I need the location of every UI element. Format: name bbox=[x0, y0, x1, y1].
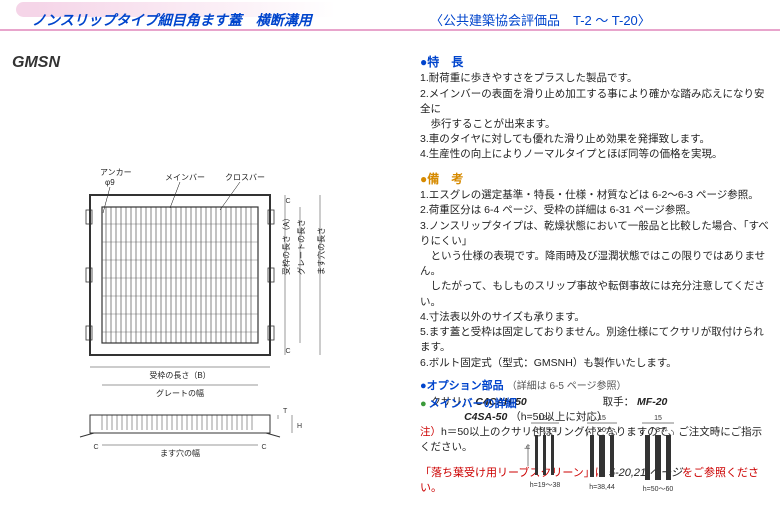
technical-drawing: アンカー φ9 メインバー クロスバー bbox=[70, 160, 410, 470]
svg-text:アンカー: アンカー bbox=[100, 168, 132, 177]
note-item: 6.ボルト固定式（型式：GMSNH）も製作いたします。 bbox=[420, 356, 770, 371]
svg-text:3 9.5 3: 3 9.5 3 bbox=[534, 427, 556, 434]
svg-text:C: C bbox=[93, 444, 98, 451]
svg-text:T: T bbox=[283, 408, 288, 415]
notes-heading: ●備 考 bbox=[420, 171, 770, 188]
page-subtitle: 〈公共建築協会評価品 T-2 ～ T-20〉 bbox=[430, 10, 651, 29]
svg-text:C: C bbox=[285, 348, 290, 355]
svg-text:グレートの幅: グレートの幅 bbox=[156, 388, 204, 398]
svg-text:7 8 7: 7 8 7 bbox=[650, 427, 666, 434]
note-item: 1.エスグレの選定基準・特長・仕様・材質などは 6-2～6-3 ページ参照。 bbox=[420, 188, 770, 203]
diagram-area: アンカー φ9 メインバー クロスバー bbox=[70, 160, 410, 460]
svg-text:H: H bbox=[297, 423, 302, 430]
svg-text:h=38,44: h=38,44 bbox=[589, 484, 615, 491]
note-item: 2.荷重区分は 6-4 ページ、受枠の詳細は 6-31 ページ参照。 bbox=[420, 203, 770, 218]
svg-text:C: C bbox=[261, 444, 266, 451]
svg-text:メインバー: メインバー bbox=[165, 173, 205, 182]
svg-text:12.5: 12.5 bbox=[538, 415, 552, 422]
feature-item: 1.耐荷重に歩きやすさをプラスした製品です。 bbox=[420, 71, 770, 86]
feature-item: 2.メインバーの表面を滑り止め加工する事により確かな踏み応えになり安全に bbox=[420, 87, 770, 117]
svg-text:h: h bbox=[525, 445, 532, 449]
note-item: したがって、もしものスリップ事故や転倒事故には充分注意してください。 bbox=[420, 279, 770, 309]
feature-item: 3.車のタイヤに対しても優れた滑り止め効果を発揮致します。 bbox=[420, 132, 770, 147]
svg-text:C: C bbox=[285, 198, 290, 205]
options-block: ●オプション部品 （詳細は 6-5 ページ参照） bbox=[420, 379, 770, 395]
svg-text:15: 15 bbox=[654, 415, 662, 422]
feature-item: 歩行することが出来ます。 bbox=[420, 117, 770, 132]
svg-text:15: 15 bbox=[598, 415, 606, 422]
svg-text:h=19～38: h=19～38 bbox=[530, 482, 561, 489]
svg-text:受枠の長さ（A）: 受枠の長さ（A） bbox=[281, 214, 291, 275]
svg-text:φ9: φ9 bbox=[105, 178, 115, 187]
mainbar-svg: 12.5 3 9.5 3 h h=19～38 15 5 10 5 h=38,44… bbox=[420, 411, 680, 516]
svg-text:ます穴の長さ: ます穴の長さ bbox=[316, 227, 326, 275]
svg-text:5 10 5: 5 10 5 bbox=[592, 427, 612, 434]
svg-text:ます穴の幅: ます穴の幅 bbox=[160, 448, 200, 458]
mainbar-heading: メインバーの詳細 bbox=[420, 395, 680, 411]
feature-item: 4.生産性の向上によりノーマルタイプとほぼ同等の価格を実現。 bbox=[420, 147, 770, 162]
mainbar-detail-area: メインバーの詳細 12.5 3 9.5 3 h h=19～38 15 5 10 … bbox=[420, 395, 680, 516]
svg-text:h=50～60: h=50～60 bbox=[643, 486, 674, 493]
note-item: という仕様の表現です。降雨時及び湿潤状態ではこの限りではありません。 bbox=[420, 249, 770, 279]
page-title: ノンスリップタイプ細目角ます蓋 横断溝用 bbox=[32, 10, 312, 30]
model-code: GMSN bbox=[12, 54, 60, 72]
svg-text:グレートの長さ: グレートの長さ bbox=[296, 219, 306, 275]
svg-text:受枠の長さ（B）: 受枠の長さ（B） bbox=[149, 370, 210, 380]
note-item: 4.寸法表以外のサイズも承ります。 bbox=[420, 310, 770, 325]
options-heading: ●オプション部品 bbox=[420, 380, 504, 392]
note-item: 3.ノンスリップタイプは、乾燥状態において一般品と比較した場合、「すべりにくい」 bbox=[420, 219, 770, 249]
note-item: 5.ます蓋と受枠は固定しておりません。別途仕様にてクサリが取付けられます。 bbox=[420, 325, 770, 355]
svg-text:クロスバー: クロスバー bbox=[225, 173, 265, 182]
features-heading: ●特 長 bbox=[420, 54, 770, 71]
options-detail: （詳細は 6-5 ページ参照） bbox=[507, 381, 627, 392]
